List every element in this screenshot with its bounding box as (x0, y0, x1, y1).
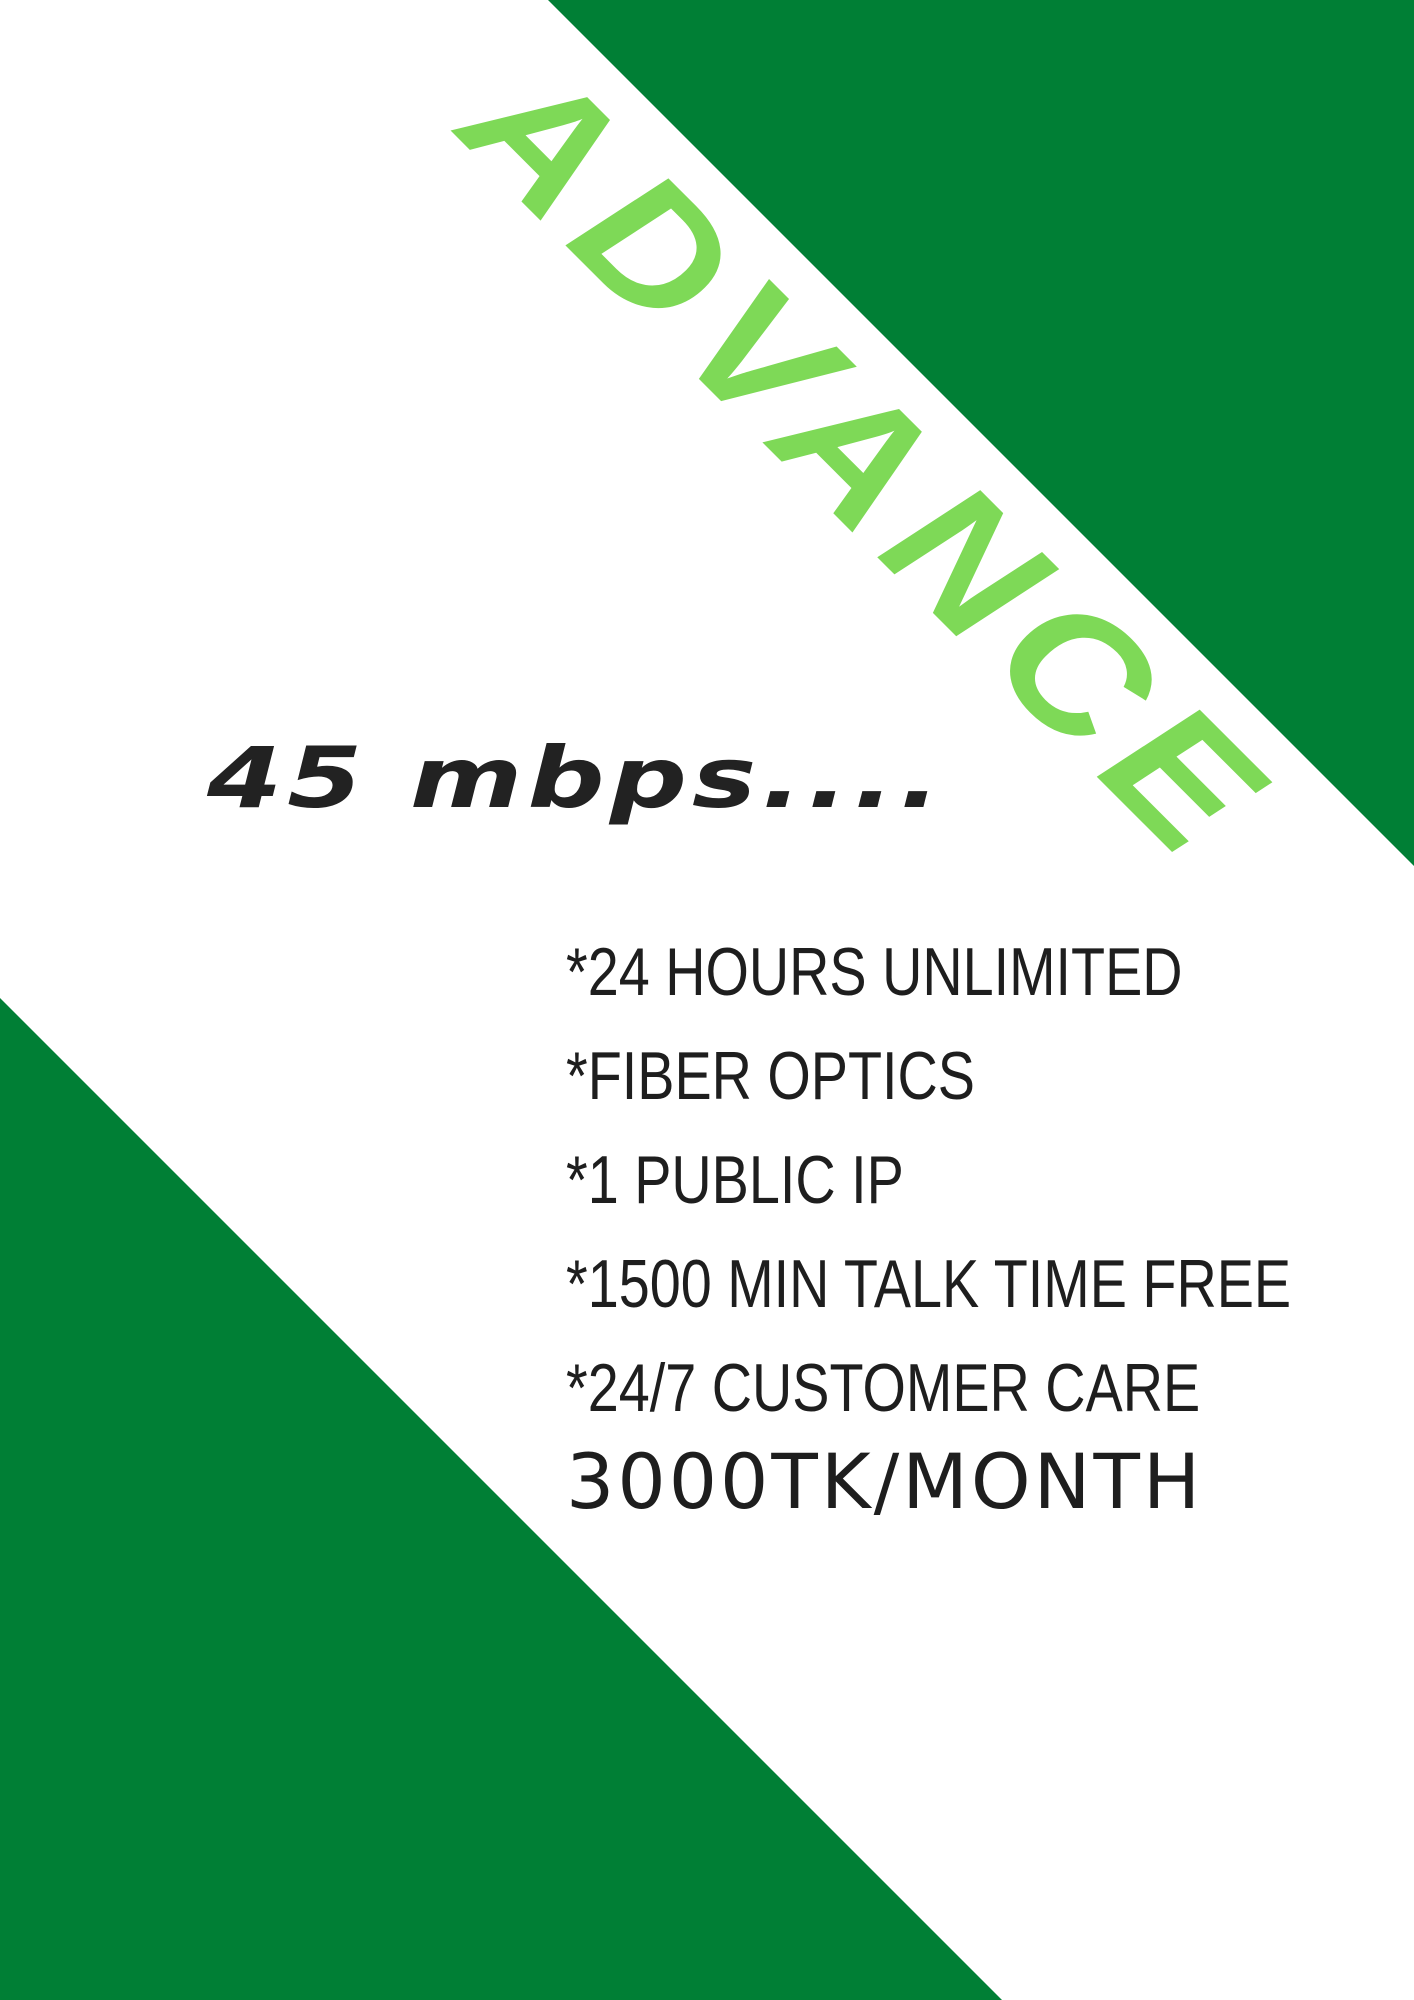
feature-item: *24/7 CUSTOMER CARE (566, 1350, 1201, 1426)
price-label: 3000TK/MONTH (566, 1437, 1204, 1526)
feature-item: *FIBER OPTICS (566, 1038, 975, 1114)
feature-item: *1500 MIN TALK TIME FREE (566, 1246, 1292, 1322)
speed-label: 45 mbps.... (207, 730, 946, 828)
feature-item: *1 PUBLIC IP (566, 1142, 904, 1218)
bottom-left-green-triangle (0, 998, 1002, 2000)
feature-list: *24 HOURS UNLIMITED *FIBER OPTICS *1 PUB… (566, 920, 1366, 1440)
feature-item: *24 HOURS UNLIMITED (566, 934, 1183, 1010)
top-right-green-triangle (548, 0, 1414, 866)
